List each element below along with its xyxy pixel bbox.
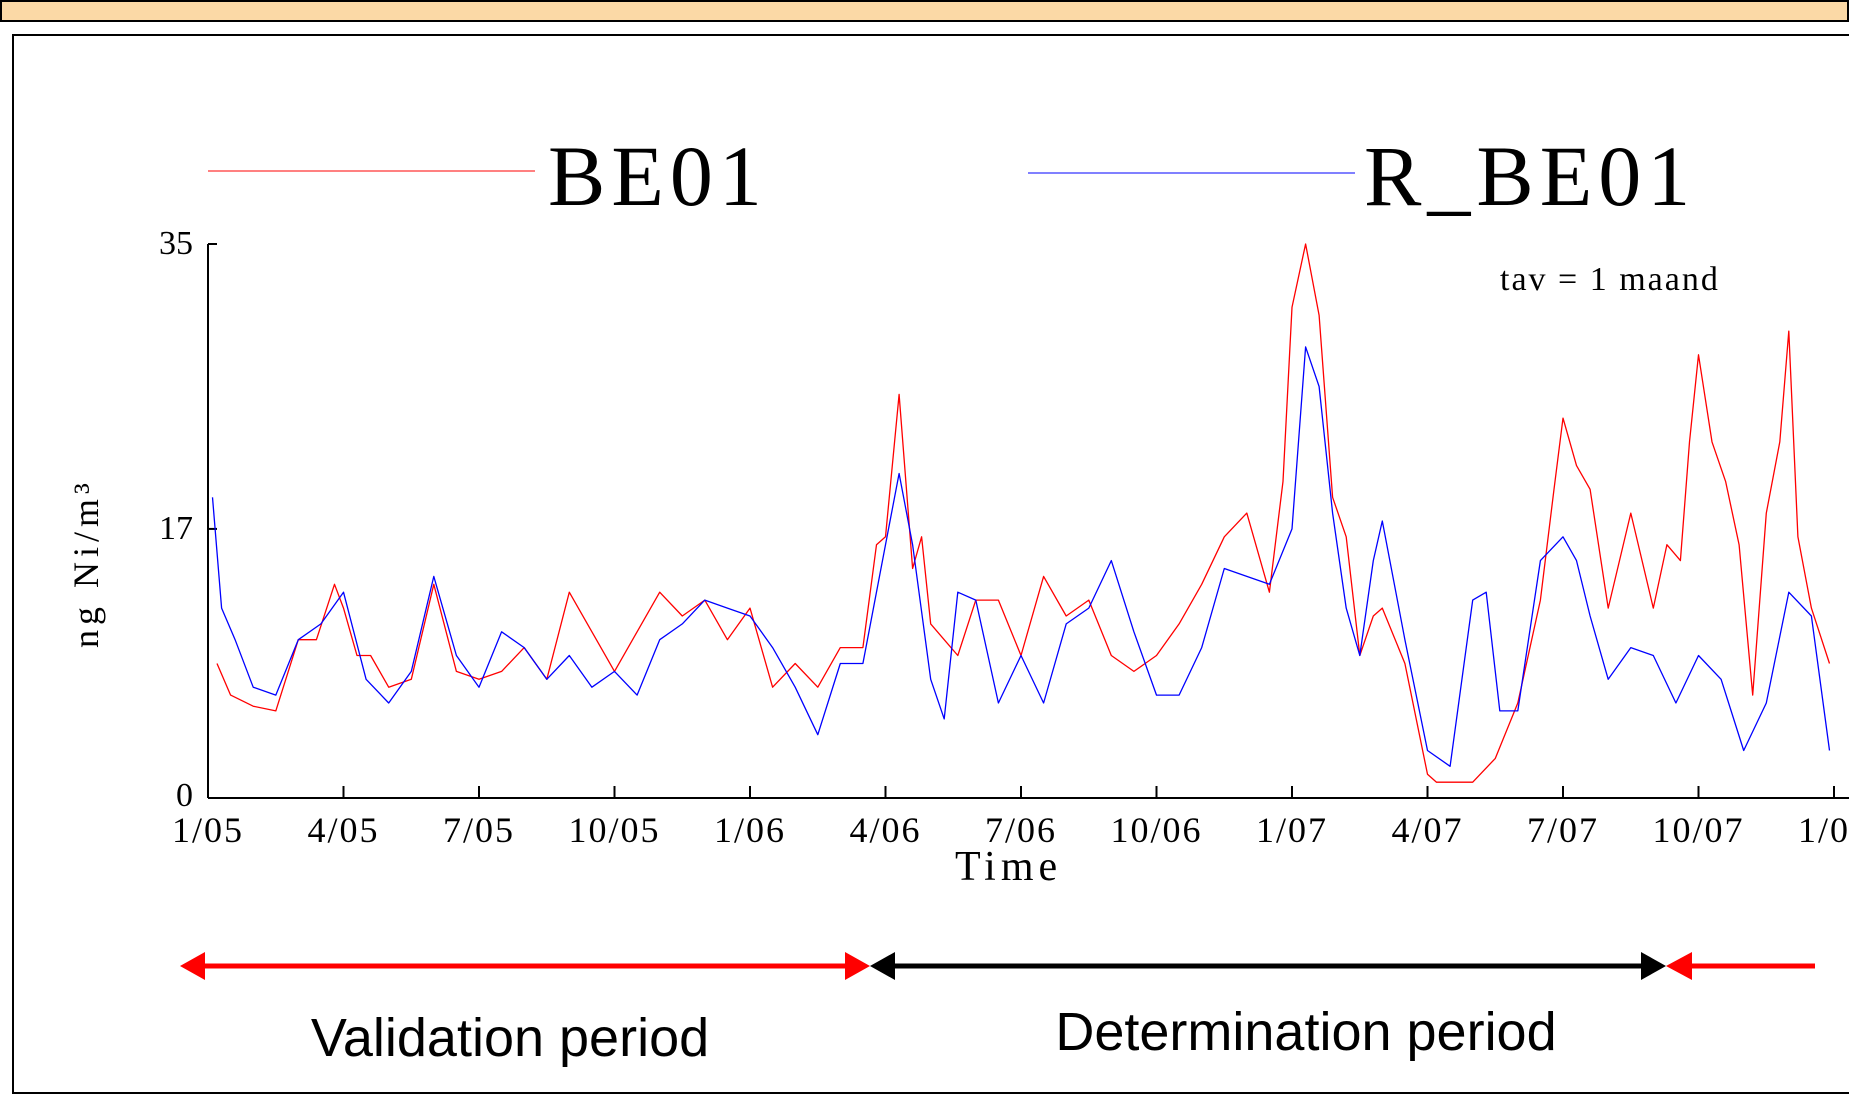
top-band — [0, 0, 1849, 22]
series-line-be01 — [216, 243, 1831, 783]
x-tick-label: 1/05 — [172, 810, 244, 850]
series-line-r-be01 — [211, 346, 1831, 767]
x-tick-label: 4/07 — [1391, 810, 1463, 850]
legend-label-r-be01: R_BE01 — [1364, 128, 1696, 224]
validation-arrow-2 — [1666, 952, 1815, 980]
x-tick-label: 10/06 — [1110, 810, 1202, 850]
y-axis-label: ng Ni/m³ — [66, 478, 106, 648]
y-tick-label: 35 — [159, 225, 193, 262]
validation-arrow — [180, 952, 870, 980]
chart: BE01 R_BE01 tav = 1 maand ng Ni/m³ 0 17 35… — [66, 128, 1849, 1068]
x-tick-label: 7/05 — [443, 810, 515, 850]
y-tick-label: 17 — [159, 510, 193, 547]
x-tick-label: 7/07 — [1527, 810, 1599, 850]
determination-period-label: Determination period — [1055, 1002, 1556, 1062]
annotation-tav: tav = 1 maand — [1500, 261, 1720, 298]
x-tick-label: 7/06 — [985, 810, 1057, 850]
x-tick-label: 10/05 — [568, 810, 660, 850]
y-tick-label: 0 — [176, 777, 193, 814]
x-tick-label: 4/06 — [849, 810, 921, 850]
x-tick-label: 1/08 — [1798, 810, 1849, 850]
x-tick-label: 4/05 — [307, 810, 379, 850]
x-tick-label: 1/06 — [714, 810, 786, 850]
x-axis-label: Time — [955, 844, 1062, 890]
axes: 0 17 35 1/05 4/05 7/05 10/05 1/06 4/06 7/06 10/06 1… — [159, 225, 1849, 850]
series-r-be01 — [211, 346, 1831, 767]
x-tick-label: 1/07 — [1256, 810, 1328, 850]
validation-period-label: Validation period — [311, 1008, 709, 1068]
x-tick-label: 10/07 — [1652, 810, 1744, 850]
determination-arrow — [870, 952, 1666, 980]
legend-label-be01: BE01 — [548, 128, 768, 224]
series-be01 — [216, 243, 1831, 783]
